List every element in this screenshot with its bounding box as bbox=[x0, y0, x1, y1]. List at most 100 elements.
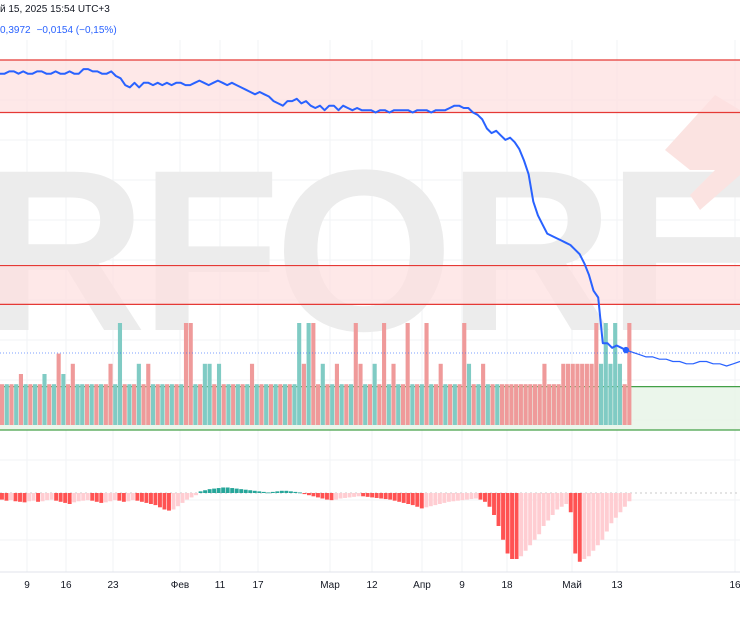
volume-bar bbox=[556, 384, 561, 425]
volume-bar bbox=[56, 353, 61, 425]
macd-bar bbox=[311, 493, 316, 497]
macd-bar bbox=[4, 493, 9, 501]
macd-bar bbox=[410, 493, 415, 506]
macd-bar bbox=[0, 493, 4, 500]
volume-bar bbox=[174, 384, 179, 425]
volume-bar bbox=[264, 384, 269, 425]
macd-bar bbox=[171, 493, 176, 510]
x-tick-label: 23 bbox=[107, 580, 119, 591]
volume-bar bbox=[9, 384, 14, 425]
volume-bar bbox=[363, 384, 368, 425]
volume-bar bbox=[254, 384, 259, 425]
volume-bar bbox=[617, 363, 622, 425]
macd-bar bbox=[31, 493, 36, 501]
volume-bar bbox=[18, 374, 23, 425]
volume-bar bbox=[452, 384, 457, 425]
volume-bar bbox=[99, 384, 104, 425]
volume-bar bbox=[415, 384, 420, 425]
volume-bar bbox=[499, 384, 505, 425]
macd-bar bbox=[112, 493, 117, 501]
macd-bar bbox=[167, 493, 171, 511]
macd-bar bbox=[433, 493, 438, 506]
volume-bar bbox=[316, 384, 321, 425]
macd-bar bbox=[243, 489, 248, 493]
volume-bar bbox=[344, 384, 349, 425]
volume-bar bbox=[448, 384, 453, 425]
volume-bar bbox=[349, 384, 354, 425]
macd-bar bbox=[406, 493, 411, 504]
x-tick-label: Фев bbox=[171, 580, 189, 591]
macd-bar bbox=[600, 493, 605, 540]
macd-bar bbox=[139, 493, 144, 502]
macd-bar bbox=[356, 493, 361, 497]
macd-bar bbox=[469, 493, 474, 500]
volume-bar bbox=[311, 323, 316, 425]
macd-bar bbox=[510, 493, 515, 559]
x-axis: 9 16 23 Фев 11 17 Мар 12 Апр 9 18 Май 13 16 bbox=[24, 580, 740, 591]
volume-bar bbox=[584, 363, 589, 425]
volume-bar bbox=[353, 323, 358, 425]
volume-bar bbox=[103, 384, 108, 425]
volume-bar bbox=[433, 384, 439, 425]
volume-bar bbox=[339, 384, 344, 425]
macd-bar bbox=[216, 488, 221, 493]
macd-bar bbox=[94, 493, 99, 502]
macd-bar bbox=[586, 493, 591, 557]
macd-bar bbox=[207, 489, 212, 493]
volume-bar bbox=[268, 384, 273, 425]
volume-bar bbox=[37, 384, 42, 425]
volume-bar bbox=[23, 384, 28, 425]
volume-bar bbox=[537, 384, 542, 425]
macd-bar bbox=[162, 493, 167, 510]
macd-bar bbox=[604, 493, 609, 532]
macd-bar bbox=[568, 493, 573, 513]
macd-bar bbox=[442, 493, 447, 503]
macd-bar bbox=[90, 493, 95, 501]
volume-bar bbox=[598, 363, 604, 425]
volume-bar bbox=[42, 374, 47, 425]
volume-bar bbox=[28, 384, 33, 425]
price-projection-line bbox=[625, 349, 740, 367]
macd-bar bbox=[415, 493, 420, 507]
volume-bar bbox=[146, 363, 151, 425]
volume-bar bbox=[429, 384, 434, 425]
volume-bar bbox=[193, 384, 198, 425]
macd-bar bbox=[419, 493, 424, 509]
macd-bar bbox=[528, 493, 533, 546]
macd-bar bbox=[22, 493, 27, 503]
macd-bar bbox=[464, 493, 469, 500]
macd-bar bbox=[514, 493, 519, 559]
macd-bar bbox=[49, 493, 54, 500]
volume-bar bbox=[410, 384, 415, 425]
macd-bar bbox=[279, 490, 284, 493]
volume-bar bbox=[292, 384, 297, 425]
macd-bar bbox=[293, 491, 298, 493]
volume-bar bbox=[221, 384, 226, 425]
macd-bar bbox=[550, 493, 555, 515]
macd-bar bbox=[266, 492, 271, 494]
macd-bar bbox=[306, 493, 311, 496]
macd-bar bbox=[577, 493, 582, 562]
volume-bar bbox=[320, 363, 325, 425]
volume-bar bbox=[547, 384, 552, 425]
volume-bar bbox=[231, 384, 236, 425]
volume-bar bbox=[160, 384, 165, 425]
volume-bar bbox=[0, 384, 5, 425]
macd-bar bbox=[58, 493, 63, 502]
macd-bar bbox=[284, 490, 289, 493]
x-tick-label: 16 bbox=[60, 580, 72, 591]
volume-bar bbox=[561, 363, 566, 425]
volume-bar bbox=[627, 323, 632, 425]
macd-bar bbox=[234, 488, 239, 493]
macd-bar bbox=[72, 493, 77, 503]
macd-bar bbox=[257, 491, 262, 493]
macd-bar bbox=[194, 493, 199, 496]
volume-bar bbox=[4, 384, 9, 425]
chart-header-quote: 0,3972 −0,0154 (−0,15%) bbox=[0, 25, 123, 36]
macd-bar bbox=[352, 493, 357, 497]
macd-bar bbox=[388, 493, 393, 500]
x-tick-label: Май bbox=[562, 580, 582, 591]
x-tick-label: 9 bbox=[24, 580, 30, 591]
volume-bar bbox=[183, 323, 189, 425]
